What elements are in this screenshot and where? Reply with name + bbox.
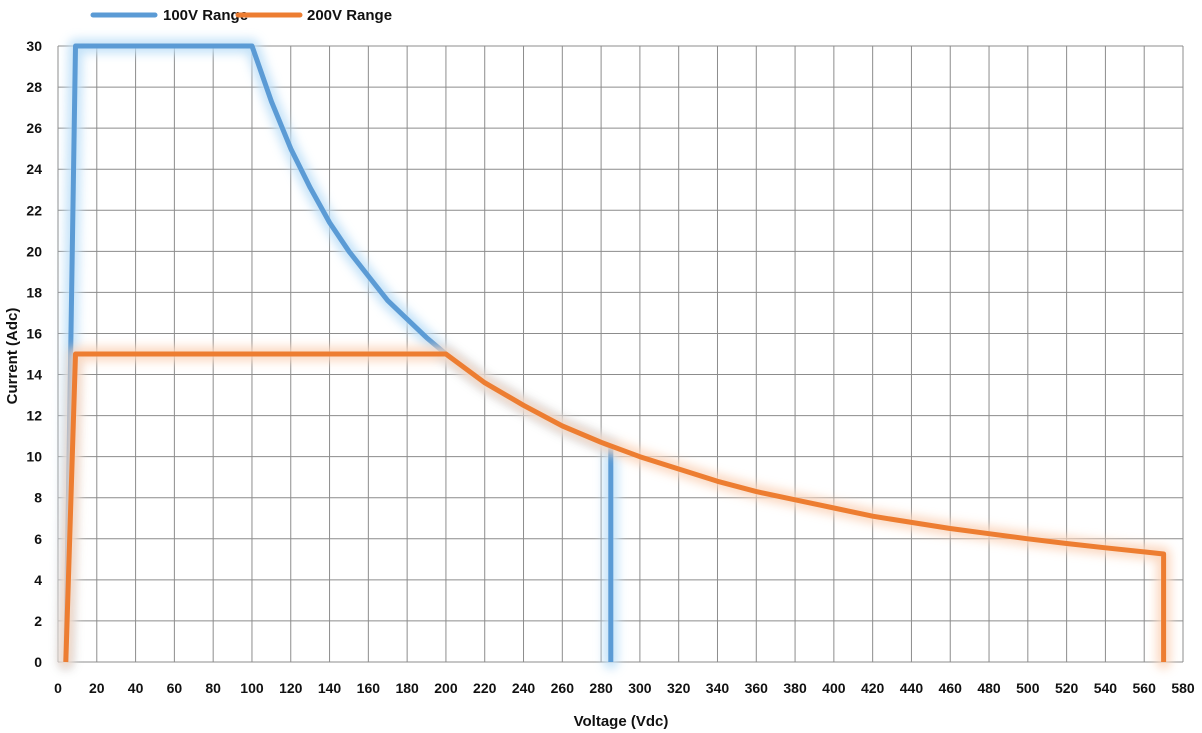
series-line-200v-range [63,351,1167,663]
grid [57,45,1184,663]
y-tick-label: 26 [26,120,42,136]
y-tick-label: 30 [26,38,42,54]
y-tick-label: 22 [26,202,42,218]
y-tick-label: 12 [26,408,42,424]
y-tick-label: 10 [26,449,42,465]
x-tick-label: 80 [205,680,221,696]
x-tick-label: 40 [128,680,144,696]
x-tick-label: 580 [1171,680,1195,696]
x-tick-label: 0 [54,680,62,696]
x-tick-label: 480 [977,680,1001,696]
x-tick-label: 300 [628,680,652,696]
legend: 100V Range 200V Range [90,7,392,24]
y-tick-label: 14 [26,367,42,383]
x-tick-label: 440 [900,680,924,696]
x-tick-label: 120 [279,680,303,696]
y-tick-label: 8 [34,490,42,506]
x-tick-label: 360 [745,680,769,696]
y-tick-label: 28 [26,79,42,95]
x-tick-label: 280 [589,680,613,696]
series-layer [58,39,1171,669]
x-tick-label: 240 [512,680,536,696]
x-tick-label: 340 [706,680,730,696]
y-tick-label: 6 [34,531,42,547]
x-tick-label: 520 [1055,680,1079,696]
x-tick-label: 200 [434,680,458,696]
x-tick-label: 460 [939,680,963,696]
y-tick-label: 2 [34,613,42,629]
y-tick-label: 0 [34,654,42,670]
x-tick-label: 260 [551,680,575,696]
legend-label-200v: 200V Range [307,7,392,24]
y-tick-label: 16 [26,325,42,341]
x-tick-label: 560 [1133,680,1157,696]
tick-labels: 0 20 40 60 80 100 120 140 160 180 200 220 240 260 280 3… [26,38,1194,696]
x-tick-label: 160 [357,680,381,696]
x-tick-label: 400 [822,680,846,696]
x-tick-label: 220 [473,680,497,696]
x-tick-label: 500 [1016,680,1040,696]
x-tick-label: 380 [783,680,807,696]
x-tick-label: 320 [667,680,691,696]
x-tick-label: 180 [395,680,419,696]
x-tick-label: 140 [318,680,342,696]
y-tick-label: 20 [26,243,42,259]
y-tick-label: 18 [26,284,42,300]
y-tick-label: 4 [34,572,42,588]
y-axis-title: Current (Adc) [4,308,21,405]
x-tick-label: 100 [240,680,264,696]
x-tick-label: 420 [861,680,885,696]
x-tick-label: 60 [167,680,183,696]
x-tick-label: 540 [1094,680,1118,696]
x-axis-title: Voltage (Vdc) [574,713,669,730]
x-tick-label: 20 [89,680,105,696]
legend-label-100v: 100V Range [163,7,248,24]
y-tick-label: 24 [26,161,42,177]
